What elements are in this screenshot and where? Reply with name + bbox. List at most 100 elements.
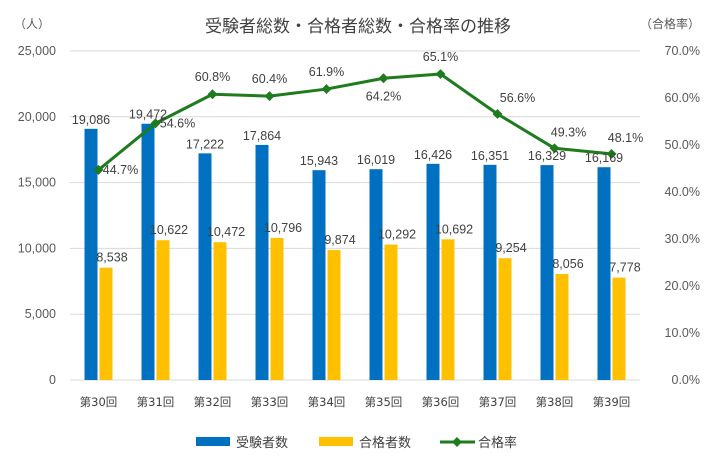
left-tick-label: 20,000 [18,110,56,124]
label-passers: 10,796 [264,221,302,235]
bar-passers [441,239,455,380]
right-tick-label: 0.0% [672,373,701,387]
label-passers: 9,254 [495,241,526,255]
label-examinees: 17,222 [186,137,224,151]
category-axis: 第30回 第31回 第32回 第33回 第34回 第35回 第36回 第37回 第38回 第39回 [80,395,631,409]
rate-marker [150,118,161,129]
category-label: 第36回 [422,395,460,409]
category-label: 第33回 [251,395,289,409]
bar-passers [99,267,113,380]
legend-swatch-examinees [196,437,230,446]
rate-marker [378,73,389,84]
bar-passers [270,237,284,380]
label-rate: 48.1% [608,131,643,145]
legend-label-examinees: 受験者数 [236,436,288,451]
legend: 受験者数 合格者数 合格率 [196,435,517,451]
label-examinees: 16,019 [357,153,395,167]
bar-passers [384,244,398,380]
label-passers: 8,056 [552,257,583,271]
right-axis: 0.0% 10.0% 20.0% 30.0% 40.0% 50.0% 60.0% 70.0% [665,44,700,387]
label-rate: 54.6% [160,116,195,130]
left-tick-label: 15,000 [18,176,56,190]
bar-passers [555,273,569,380]
bar-passers [327,250,341,380]
label-passers: 10,472 [207,225,245,239]
right-tick-label: 10.0% [665,326,700,340]
label-rate: 61.9% [309,65,344,79]
category-label: 第32回 [194,395,232,409]
label-passers: 10,692 [435,222,473,236]
right-axis-unit: （合格率） [640,16,700,31]
label-examinees: 19,472 [129,108,167,122]
category-label: 第38回 [536,395,574,409]
label-passers: 7,778 [609,261,640,275]
rate-marker [264,91,275,102]
label-rate: 64.2% [366,89,401,103]
bar-examinees [84,128,98,380]
left-tick-label: 10,000 [18,241,56,255]
label-rate: 65.1% [423,50,458,64]
data-labels: 19,086 8,538 19,472 10,622 17,222 10,472 17,86… [72,50,643,275]
bar-examinees [255,144,269,380]
legend-marker-rate [452,437,462,447]
bars [84,123,626,381]
bar-examinees [369,169,383,380]
label-passers: 10,292 [378,228,416,242]
label-examinees: 17,864 [243,129,281,143]
label-examinees: 16,351 [471,149,509,163]
category-label: 第35回 [365,395,403,409]
rate-marker [549,143,560,154]
gridlines [70,50,640,381]
label-examinees: 16,329 [528,149,566,163]
legend-swatch-passers [319,437,353,446]
right-tick-label: 40.0% [665,185,700,199]
bar-examinees [198,153,212,380]
legend-label-passers: 合格者数 [359,435,411,451]
rate-polyline [97,72,612,172]
bar-examinees [312,170,326,380]
category-label: 第30回 [80,395,118,409]
category-label: 第31回 [137,395,175,409]
label-rate: 56.6% [500,91,535,105]
bar-passers [612,277,626,380]
left-tick-label: 5,000 [25,307,56,321]
right-tick-label: 50.0% [665,138,700,152]
bar-examinees [597,167,611,380]
label-rate: 60.8% [195,70,230,84]
rate-marker [321,84,332,95]
label-examinees: 16,169 [585,151,623,165]
right-tick-label: 30.0% [665,232,700,246]
label-rate: 60.4% [252,72,287,86]
bar-examinees [483,164,497,380]
left-axis: 0 5,000 10,000 15,000 20,000 25,000 [18,44,56,387]
bar-examinees [540,165,554,380]
label-rate: 44.7% [103,163,138,177]
label-passers: 8,538 [96,251,127,265]
left-axis-unit: （人） [14,17,50,31]
right-tick-label: 60.0% [665,91,700,105]
left-tick-label: 0 [49,373,56,387]
bar-passers [213,242,227,380]
label-rate: 49.3% [551,125,586,139]
rate-marker [93,164,104,175]
label-examinees: 19,086 [72,113,110,127]
category-label: 第39回 [593,395,631,409]
bar-examinees [141,123,155,381]
rate-marker [207,89,218,100]
legend-label-rate: 合格率 [478,435,517,451]
bar-passers [156,240,170,380]
label-passers: 9,874 [324,233,355,247]
category-label: 第37回 [479,395,517,409]
left-tick-label: 25,000 [18,44,56,58]
category-label: 第34回 [308,395,346,409]
bar-examinees [426,163,440,380]
label-passers: 10,622 [150,223,188,237]
chart-title: 受験者総数・合格者総数・合格率の推移 [205,17,511,37]
rate-marker [606,148,617,159]
right-tick-label: 70.0% [665,44,700,58]
label-examinees: 16,426 [414,148,452,162]
bar-passers [498,258,512,380]
label-examinees: 15,943 [300,154,338,168]
right-tick-label: 20.0% [665,279,700,293]
